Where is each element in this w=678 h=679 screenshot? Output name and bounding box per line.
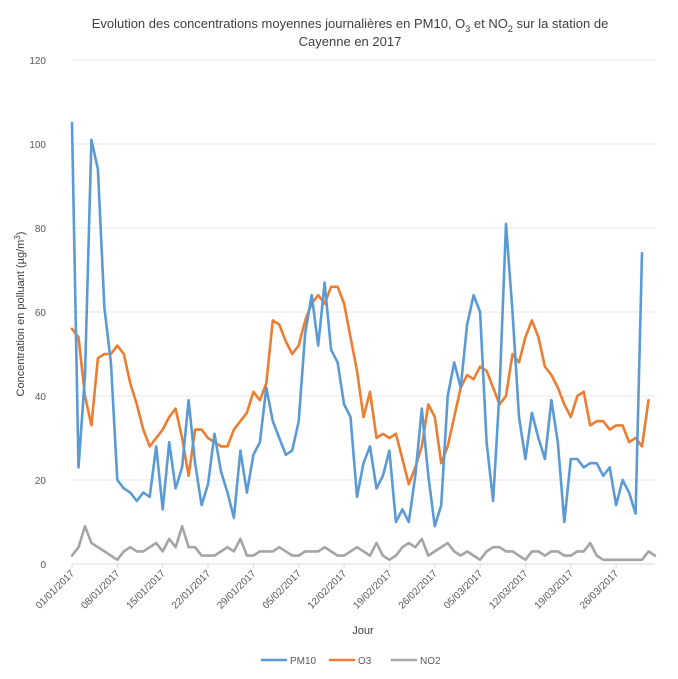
y-axis-title: Concentration en polluant (µg/m3): [13, 232, 27, 397]
y-tick-label: 120: [29, 56, 46, 67]
data-series: [70, 121, 657, 562]
chart-title-line2: Cayenne en 2017: [299, 34, 402, 49]
y-tick-label: 80: [35, 224, 47, 235]
legend: PM10 O3 NO2: [260, 656, 441, 667]
y-tick-labels: 0 20 40 60 80 100 120: [29, 56, 46, 571]
x-tick-label: 08/01/2017: [79, 568, 122, 611]
x-tick-label: 05/02/2017: [261, 568, 304, 611]
legend-label-o3: O3: [358, 656, 372, 667]
x-tick-label: 29/01/2017: [215, 568, 258, 611]
x-tick-labels: 01/01/2017 08/01/2017 15/01/2017 22/01/2017…: [34, 564, 622, 612]
x-tick-label: 12/03/2017: [487, 568, 530, 611]
x-tick-label: 19/03/2017: [533, 568, 576, 611]
gridlines: [72, 59, 655, 565]
x-tick-label: 15/01/2017: [125, 568, 168, 611]
x-tick-label: 22/01/2017: [170, 568, 213, 611]
chart-title-line1: Evolution des concentrations moyennes jo…: [92, 16, 609, 34]
x-tick-label: 19/02/2017: [351, 568, 394, 611]
x-tick-label: 01/01/2017: [34, 568, 77, 611]
legend-label-pm10: PM10: [290, 656, 317, 667]
x-tick-label: 05/03/2017: [442, 568, 485, 611]
series-line-o3: [70, 285, 650, 486]
x-axis-title: Jour: [352, 625, 374, 637]
y-tick-label: 0: [40, 560, 46, 571]
y-tick-label: 20: [35, 476, 47, 487]
y-tick-label: 40: [35, 392, 47, 403]
series-line-pm10: [70, 121, 644, 528]
series-line-no2: [70, 524, 657, 562]
x-tick-label: 12/02/2017: [306, 568, 349, 611]
y-tick-label: 100: [29, 140, 46, 151]
x-tick-label: 26/03/2017: [578, 568, 621, 611]
legend-label-no2: NO2: [420, 656, 441, 667]
x-tick-label: 26/02/2017: [397, 568, 440, 611]
y-tick-label: 60: [35, 308, 47, 319]
